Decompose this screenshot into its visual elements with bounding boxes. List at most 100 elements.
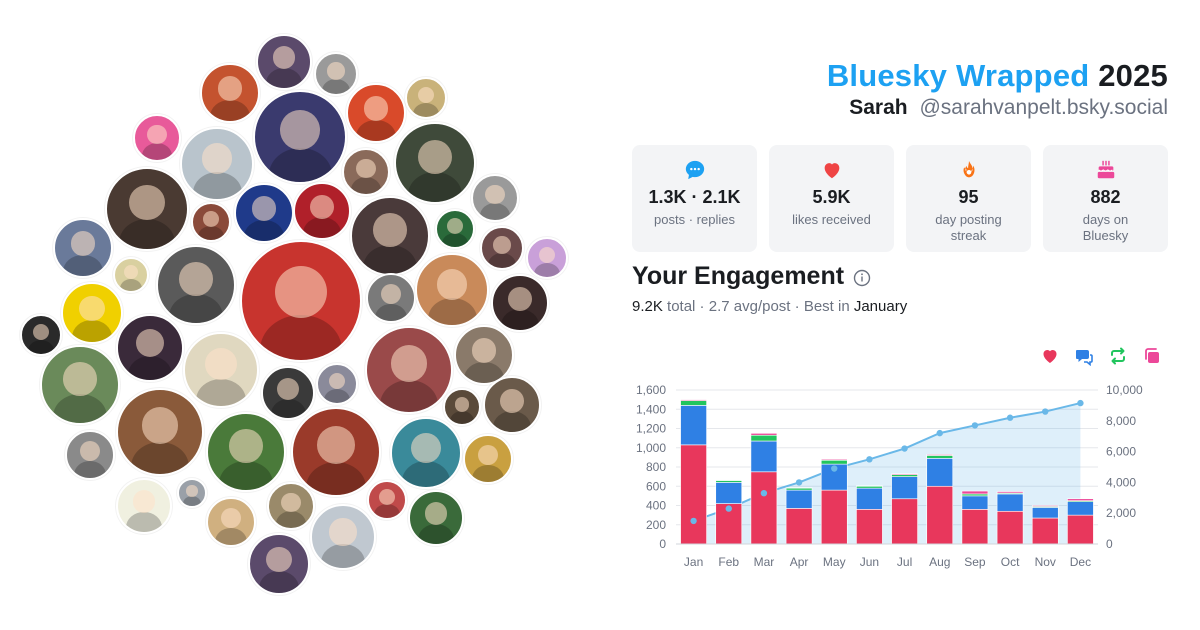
- avatar-bubble[interactable]: [206, 497, 256, 547]
- avatar-bubble[interactable]: [183, 332, 259, 408]
- info-icon[interactable]: [853, 269, 871, 287]
- avatar-face: [485, 184, 505, 205]
- avatar-bubble[interactable]: [248, 533, 310, 595]
- avatar-bubble[interactable]: [20, 314, 62, 356]
- avatar-bubble[interactable]: [491, 274, 549, 332]
- stat-card-likes: 5.9K likes received: [769, 145, 894, 252]
- avatar-bubble[interactable]: [65, 430, 115, 480]
- cumulative-point: [760, 489, 768, 497]
- avatar-bubble[interactable]: [346, 83, 406, 143]
- avatar-bubble[interactable]: [40, 345, 120, 425]
- avatar-bubble[interactable]: [435, 209, 475, 249]
- avatar-shoulders: [303, 217, 341, 238]
- avatar-bubble[interactable]: [133, 114, 181, 162]
- avatar-bubble[interactable]: [116, 478, 172, 534]
- avatar-shoulders: [321, 544, 365, 568]
- avatar-face: [411, 432, 441, 463]
- avatar-face: [500, 388, 524, 413]
- avatar-bubble[interactable]: [291, 407, 381, 497]
- avatar-bubble[interactable]: [234, 183, 294, 243]
- avatar-bubble[interactable]: [156, 245, 236, 325]
- avatar-bubble[interactable]: [394, 122, 476, 204]
- avatar-shoulders: [464, 361, 504, 383]
- avatar-bubble[interactable]: [261, 366, 315, 420]
- avatar-bubble[interactable]: [526, 237, 568, 279]
- avatar-shoulders: [450, 411, 474, 424]
- avatar-shoulders: [198, 226, 224, 240]
- avatar-bubble[interactable]: [408, 490, 464, 546]
- bar-segment: [820, 459, 848, 461]
- avatar-bubble[interactable]: [177, 478, 207, 508]
- avatar-bubble[interactable]: [405, 77, 447, 119]
- avatar-bubble[interactable]: [267, 482, 315, 530]
- avatar-bubble[interactable]: [463, 434, 513, 484]
- bar-segment: [785, 508, 813, 545]
- stat-label: day posting streak: [935, 212, 1002, 243]
- avatar-bubble[interactable]: [316, 363, 358, 405]
- quote-icon[interactable]: [1142, 346, 1162, 366]
- avatar-bubble[interactable]: [367, 480, 407, 520]
- stat-value: 5.9K: [812, 187, 851, 207]
- header: Bluesky Wrapped 2025 Sarah @sarahvanpelt…: [827, 58, 1168, 120]
- bar-segment: [820, 459, 848, 465]
- avatar-face: [203, 211, 219, 228]
- avatar-bubble[interactable]: [61, 282, 123, 344]
- avatar-bubble[interactable]: [314, 52, 358, 96]
- bar-segment: [785, 489, 813, 509]
- avatar-shoulders: [63, 254, 103, 276]
- avatar-bubble[interactable]: [480, 226, 524, 270]
- avatar-bubble[interactable]: [240, 240, 362, 362]
- avatar-face: [454, 396, 470, 412]
- avatar-bubble[interactable]: [113, 257, 149, 293]
- y-tick-label: 400: [646, 499, 666, 513]
- avatar-face: [310, 194, 334, 219]
- avatar-shoulders: [119, 278, 143, 291]
- bar-segment: [750, 433, 778, 436]
- avatar-shoulders: [379, 380, 439, 412]
- avatar-face: [147, 124, 167, 145]
- avatar-bubble[interactable]: [483, 376, 541, 434]
- avatar-bubble[interactable]: [253, 90, 347, 184]
- avatar-bubble[interactable]: [116, 388, 204, 476]
- avatar-bubble[interactable]: [350, 196, 430, 276]
- avatar-bubble[interactable]: [415, 253, 489, 327]
- avatar-bubble[interactable]: [105, 167, 189, 251]
- avatar-bubble[interactable]: [206, 412, 286, 492]
- repost-icon[interactable]: [1108, 346, 1128, 366]
- y2-tick-label: 10,000: [1106, 383, 1143, 397]
- avatar-bubble[interactable]: [293, 182, 351, 240]
- avatar-bubble[interactable]: [366, 273, 416, 323]
- avatar-bubble[interactable]: [443, 388, 481, 426]
- avatar-bubble[interactable]: [454, 325, 514, 385]
- avatar-shoulders: [488, 252, 516, 268]
- avatar-shoulders: [363, 245, 417, 274]
- bar-segment: [856, 509, 883, 545]
- avatar-face: [186, 485, 198, 497]
- heart-icon[interactable]: [1040, 346, 1060, 366]
- avatar-face: [356, 158, 376, 179]
- reply-icon[interactable]: [1074, 346, 1094, 366]
- avatar-bubble[interactable]: [116, 314, 184, 382]
- avatar-bubble[interactable]: [180, 127, 254, 201]
- avatar-bubble[interactable]: [53, 218, 113, 278]
- avatar-bubble[interactable]: [200, 63, 260, 123]
- avatar-bubble[interactable]: [471, 174, 519, 222]
- chart-legend: [1040, 346, 1162, 366]
- avatar-face: [281, 492, 301, 513]
- avatar-face: [277, 378, 299, 400]
- avatar-bubble[interactable]: [191, 202, 231, 242]
- avatar-face: [229, 429, 263, 463]
- avatar-face: [417, 86, 435, 104]
- avatar-face: [380, 284, 402, 305]
- avatar-face: [32, 323, 50, 341]
- avatar-bubble[interactable]: [390, 417, 462, 489]
- avatar-face: [79, 295, 105, 322]
- user-handle: @sarahvanpelt.bsky.social: [919, 96, 1168, 119]
- avatar-bubble[interactable]: [310, 504, 376, 570]
- bar-segment: [996, 491, 1024, 494]
- avatar-bubble[interactable]: [256, 34, 312, 90]
- avatar-bubble[interactable]: [365, 326, 453, 414]
- best-prefix: Best in: [803, 298, 850, 315]
- avatar-shoulders: [471, 464, 505, 482]
- avatar-bubble[interactable]: [342, 148, 390, 196]
